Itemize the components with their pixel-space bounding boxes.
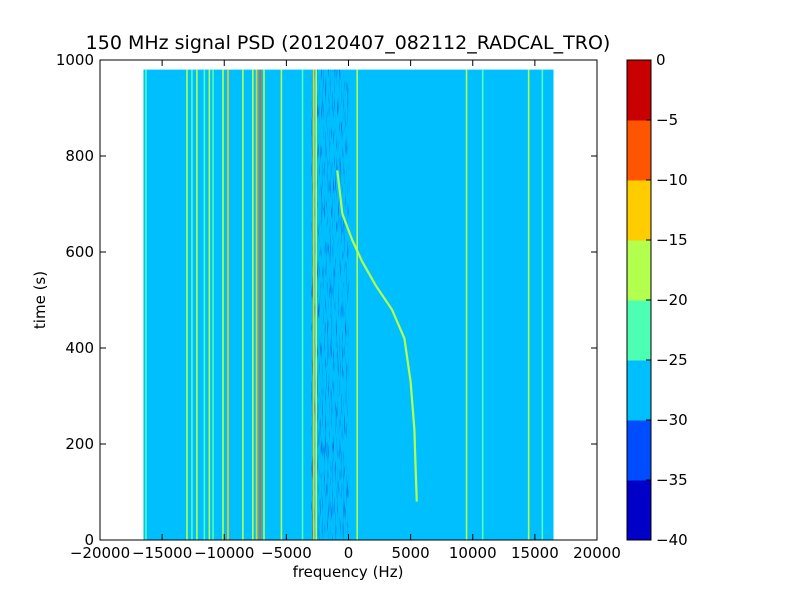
colorbar-segment <box>627 300 651 361</box>
colorbar-segment <box>627 420 651 481</box>
colorbar-tick-label: −35 <box>656 471 688 489</box>
colorbar-tick-label: 0 <box>656 51 666 69</box>
chart-title: 150 MHz signal PSD (20120407_082112_RADC… <box>86 32 611 54</box>
x-tick-label: 0 <box>344 544 354 562</box>
x-tick-label: −20000 <box>70 544 130 562</box>
x-axis-label: frequency (Hz) <box>293 563 404 581</box>
y-tick-label: 1000 <box>56 51 94 69</box>
y-tick-label: 400 <box>65 339 94 357</box>
x-tick-label: 5000 <box>392 544 430 562</box>
x-tick-label: 20000 <box>573 544 621 562</box>
sweep-trace <box>336 170 418 502</box>
y-tick-label: 800 <box>65 147 94 165</box>
y-tick-label: 0 <box>84 531 94 549</box>
colorbar-segment <box>627 180 651 241</box>
x-tick-label: −5000 <box>261 544 312 562</box>
x-tick-label: 10000 <box>449 544 497 562</box>
colorbar-tick-label: −40 <box>656 531 688 549</box>
colorbar-tick-label: −5 <box>656 111 678 129</box>
colorbar-tick-label: −20 <box>656 291 688 309</box>
colorbar-tick-label: −10 <box>656 171 688 189</box>
y-axis-label: time (s) <box>31 271 49 329</box>
colorbar-segment <box>627 60 651 121</box>
x-tick-label: −15000 <box>132 544 192 562</box>
y-axis-ticks: 0 200 400 600 800 1000 <box>56 51 597 549</box>
colorbar-tick-label: −15 <box>656 231 688 249</box>
colorbar-segment <box>627 240 651 301</box>
heatmap-layer <box>143 69 554 540</box>
x-axis-ticks: −20000 −15000 −10000 −5000 0 5000 10000 15000 20… <box>70 60 621 562</box>
x-tick-label: −10000 <box>194 544 254 562</box>
colorbar-segment <box>627 120 651 181</box>
x-tick-label: 15000 <box>511 544 559 562</box>
noise-band <box>311 69 349 540</box>
colorbar-tick-label: −30 <box>656 411 688 429</box>
colorbar-segment <box>627 480 651 541</box>
y-tick-label: 600 <box>65 243 94 261</box>
colorbar-segment <box>627 360 651 421</box>
colorbar-tick-label: −25 <box>656 351 688 369</box>
y-tick-label: 200 <box>65 435 94 453</box>
colorbar: −40 −35 −30 −25 −20 −15 −10 −5 0 <box>626 51 688 549</box>
carrier-lines <box>145 69 544 540</box>
